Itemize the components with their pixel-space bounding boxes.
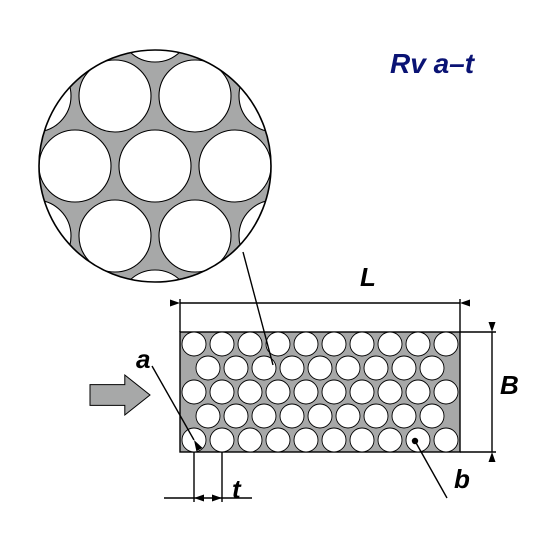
sheet-hole <box>224 404 248 428</box>
dim-label-a: a <box>136 344 150 375</box>
sheet-hole <box>378 332 402 356</box>
sheet-hole <box>196 356 220 380</box>
b-dot <box>412 438 418 444</box>
sheet-hole <box>336 356 360 380</box>
sheet-hole <box>266 380 290 404</box>
sheet-hole <box>280 404 304 428</box>
sheet-hole <box>350 428 374 452</box>
sheet-hole <box>308 404 332 428</box>
sheet-hole <box>294 332 318 356</box>
sheet-hole <box>224 356 248 380</box>
sheet-hole <box>392 404 416 428</box>
dim-label-b: b <box>454 464 470 495</box>
sheet-hole <box>378 380 402 404</box>
sheet-hole <box>280 356 304 380</box>
sheet-hole <box>266 428 290 452</box>
direction-arrow <box>90 375 150 415</box>
sheet-hole <box>182 332 206 356</box>
sheet-hole <box>392 356 416 380</box>
dim-label-L: L <box>360 262 376 293</box>
sheet-hole <box>406 332 430 356</box>
sheet-hole <box>252 404 276 428</box>
sheet-hole <box>406 380 430 404</box>
sheet-hole <box>238 428 262 452</box>
sheet-hole <box>378 428 402 452</box>
sheet-hole <box>252 356 276 380</box>
sheet-hole <box>196 404 220 428</box>
sheet-hole <box>308 356 332 380</box>
sheet-hole <box>238 332 262 356</box>
dim-label-t: t <box>232 474 241 505</box>
sheet-hole <box>322 428 346 452</box>
sheet-hole <box>350 332 374 356</box>
dim-label-B: B <box>500 370 519 401</box>
sheet-hole <box>210 332 234 356</box>
sheet-hole <box>420 356 444 380</box>
title-text: Rv a–t <box>390 48 474 80</box>
sheet-hole <box>238 380 262 404</box>
sheet-hole <box>294 428 318 452</box>
sheet-hole <box>364 356 388 380</box>
sheet-hole <box>364 404 388 428</box>
sheet-hole <box>322 380 346 404</box>
sheet-hole <box>336 404 360 428</box>
sheet-hole <box>434 380 458 404</box>
sheet-hole <box>210 380 234 404</box>
sheet-hole <box>434 332 458 356</box>
sheet-hole <box>322 332 346 356</box>
sheet-hole <box>420 404 444 428</box>
sheet-hole <box>210 428 234 452</box>
sheet-hole <box>294 380 318 404</box>
sheet-hole <box>182 380 206 404</box>
sheet-hole <box>434 428 458 452</box>
sheet-hole <box>350 380 374 404</box>
